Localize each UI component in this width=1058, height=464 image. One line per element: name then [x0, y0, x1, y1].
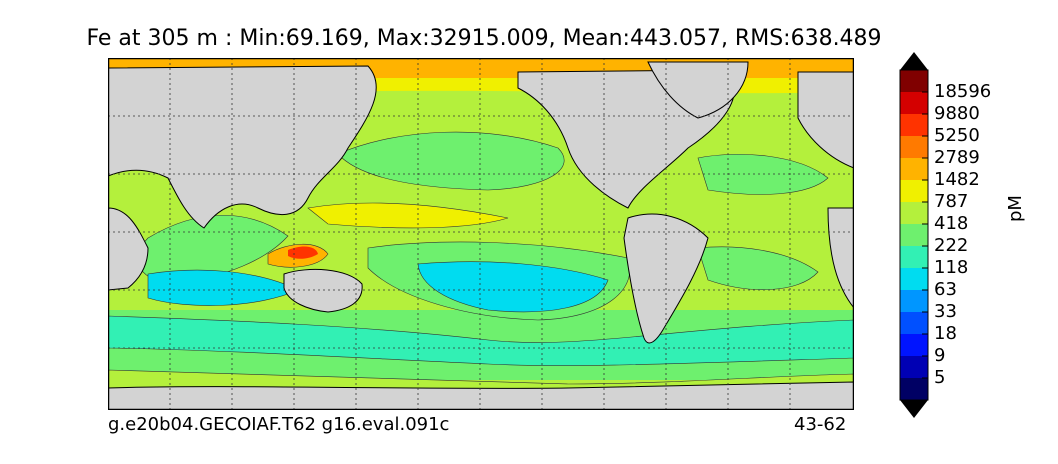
colorbar-segment	[900, 268, 928, 291]
colorbar-tick-label: 5	[934, 367, 946, 388]
colorbar-tick-label: 18	[934, 323, 957, 344]
land-greenland	[647, 61, 749, 119]
colorbar-segment	[900, 92, 928, 115]
colorbar-segment	[900, 312, 928, 335]
land-eurasia	[108, 65, 377, 229]
colorbar-segment	[900, 158, 928, 181]
colorbar-tick-label: 5250	[934, 125, 980, 146]
land-antarctica	[108, 381, 854, 410]
colorbar-tick-label: 118	[934, 257, 969, 278]
plot-title: Fe at 305 m : Min:69.169, Max:32915.009,…	[86, 26, 882, 51]
colorbar-tick-label: 222	[934, 235, 969, 256]
colorbar-segment	[900, 70, 928, 93]
north-pacific-yellow	[307, 202, 509, 229]
colorbar-tick-label: 787	[934, 191, 969, 212]
colorbar-tick-label: 9880	[934, 103, 980, 124]
antarctic-yellow-rim	[108, 369, 854, 391]
south-pacific-low-fe	[417, 261, 609, 313]
land-africa	[108, 207, 149, 291]
colorbar-segment	[900, 224, 928, 247]
colorbar-segment	[900, 290, 928, 313]
colorbar-min-arrow	[900, 400, 928, 418]
colorbar-frame	[899, 69, 929, 401]
colorbar-segment	[900, 180, 928, 203]
colorbar-segment	[900, 378, 928, 401]
year-range: 43-62	[794, 414, 847, 435]
colorbar-tick-label: 9	[934, 345, 946, 366]
colorbar-tick-label: 18596	[934, 81, 992, 102]
colorbar-tick-label: 418	[934, 213, 969, 234]
indonesia-hotspot-red	[288, 246, 318, 259]
colorbar-tick-label: 1482	[934, 169, 980, 190]
map-frame	[108, 58, 854, 410]
southern-ocean-band-teal	[108, 315, 854, 366]
colorbar-tick-label: 63	[934, 279, 957, 300]
ocean-fe-map	[108, 58, 854, 410]
north-pacific-green	[337, 131, 565, 191]
colorbar-segment	[900, 356, 928, 379]
colorbar	[899, 52, 929, 418]
run-name: g.e20b04.GECOIAF.T62 g16.eval.091c	[108, 414, 450, 435]
colorbar-unit-label: pM	[1005, 195, 1026, 222]
colorbar-segment	[900, 136, 928, 159]
colorbar-segment	[900, 114, 928, 137]
land-australia	[283, 268, 363, 313]
colorbar-tick-label: 33	[934, 301, 957, 322]
colorbar-max-arrow	[900, 52, 928, 70]
colorbar-segment	[900, 246, 928, 269]
colorbar-segment	[900, 334, 928, 357]
colorbar-tick-label: 2789	[934, 147, 980, 168]
colorbar-segment	[900, 202, 928, 225]
